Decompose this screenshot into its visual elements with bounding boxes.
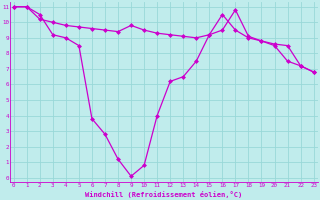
X-axis label: Windchill (Refroidissement éolien,°C): Windchill (Refroidissement éolien,°C) — [85, 191, 242, 198]
